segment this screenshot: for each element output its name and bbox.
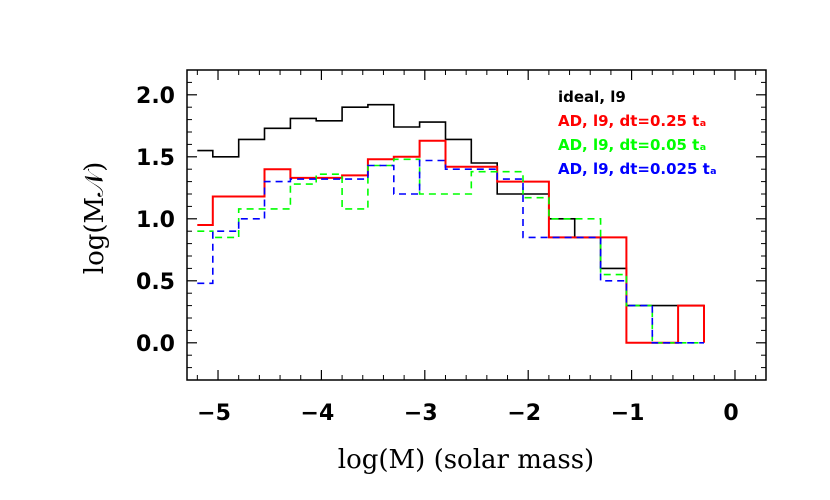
y-tick-label-1: 0.5 (136, 270, 175, 295)
y-tick-label-2: 1.0 (136, 208, 175, 233)
x-tick-label-2: −3 (404, 401, 438, 426)
y-tick-label-0: 0.0 (136, 332, 175, 357)
legend-entry-4: AD, l9, dt=0.025 tₐ (558, 160, 717, 178)
legend-entry-3: AD, l9, dt=0.05 tₐ (558, 136, 706, 154)
x-tick-label-3: −2 (507, 401, 541, 426)
x-tick-label-0: −5 (197, 401, 231, 426)
y-tick-label-3: 1.5 (136, 146, 175, 171)
y-tick-label-4: 2.0 (136, 84, 175, 109)
x-axis-label: log(M) (solar mass) (338, 445, 594, 475)
x-tick-label-4: −1 (611, 401, 645, 426)
legend-entry-1: ideal, l9 (558, 88, 626, 106)
y-axis-label: log(M𝒩) (80, 162, 110, 274)
legend-entry-2: AD, l9, dt=0.25 tₐ (558, 112, 706, 130)
x-tick-label-1: −4 (301, 401, 335, 426)
x-tick-label-5: 0 (723, 401, 738, 426)
